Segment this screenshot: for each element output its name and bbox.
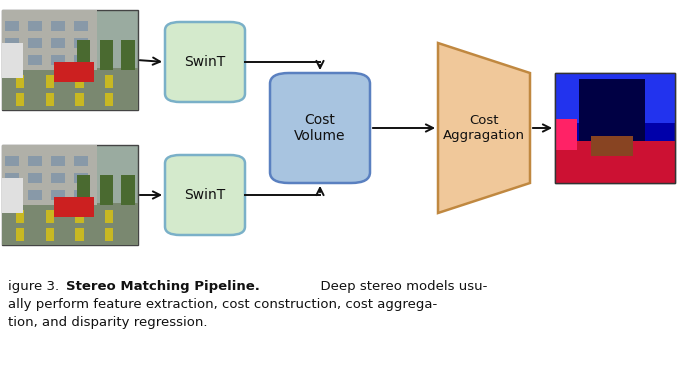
Text: Cost
Aggragation: Cost Aggragation: [443, 114, 525, 142]
FancyBboxPatch shape: [3, 145, 97, 205]
FancyBboxPatch shape: [75, 228, 83, 241]
FancyBboxPatch shape: [74, 55, 87, 65]
FancyBboxPatch shape: [28, 156, 41, 166]
FancyBboxPatch shape: [105, 210, 113, 223]
FancyBboxPatch shape: [28, 38, 41, 48]
FancyBboxPatch shape: [3, 203, 138, 245]
FancyBboxPatch shape: [28, 173, 41, 183]
FancyBboxPatch shape: [75, 75, 83, 88]
FancyBboxPatch shape: [28, 190, 41, 200]
FancyBboxPatch shape: [105, 93, 113, 106]
Polygon shape: [438, 43, 530, 213]
FancyBboxPatch shape: [5, 55, 19, 65]
FancyBboxPatch shape: [3, 43, 23, 78]
FancyBboxPatch shape: [3, 10, 97, 70]
FancyBboxPatch shape: [77, 175, 90, 205]
FancyBboxPatch shape: [105, 75, 113, 88]
FancyBboxPatch shape: [45, 93, 54, 106]
FancyBboxPatch shape: [100, 175, 113, 205]
FancyBboxPatch shape: [51, 38, 64, 48]
FancyBboxPatch shape: [121, 175, 135, 205]
FancyBboxPatch shape: [51, 190, 64, 200]
Text: igure 3.: igure 3.: [8, 280, 68, 293]
FancyBboxPatch shape: [74, 190, 87, 200]
FancyBboxPatch shape: [555, 119, 576, 150]
FancyBboxPatch shape: [74, 38, 87, 48]
FancyBboxPatch shape: [3, 145, 138, 245]
Text: tion, and disparity regression.: tion, and disparity regression.: [8, 316, 207, 329]
FancyBboxPatch shape: [555, 73, 675, 183]
FancyBboxPatch shape: [16, 93, 24, 106]
FancyBboxPatch shape: [77, 40, 90, 70]
FancyBboxPatch shape: [591, 136, 633, 155]
FancyBboxPatch shape: [105, 228, 113, 241]
FancyBboxPatch shape: [51, 21, 64, 31]
FancyBboxPatch shape: [5, 156, 19, 166]
FancyBboxPatch shape: [165, 155, 245, 235]
FancyBboxPatch shape: [5, 190, 19, 200]
FancyBboxPatch shape: [5, 21, 19, 31]
FancyBboxPatch shape: [3, 10, 138, 110]
FancyBboxPatch shape: [74, 156, 87, 166]
Text: SwinT: SwinT: [184, 55, 226, 69]
Text: Stereo Matching Pipeline.: Stereo Matching Pipeline.: [66, 280, 260, 293]
FancyBboxPatch shape: [75, 210, 83, 223]
FancyBboxPatch shape: [16, 210, 24, 223]
FancyBboxPatch shape: [16, 228, 24, 241]
FancyBboxPatch shape: [3, 178, 23, 213]
Text: Deep stereo models usu-: Deep stereo models usu-: [312, 280, 487, 293]
FancyBboxPatch shape: [270, 73, 370, 183]
FancyBboxPatch shape: [16, 75, 24, 88]
FancyBboxPatch shape: [121, 40, 135, 70]
FancyBboxPatch shape: [51, 55, 64, 65]
FancyBboxPatch shape: [45, 210, 54, 223]
FancyBboxPatch shape: [28, 21, 41, 31]
FancyBboxPatch shape: [51, 173, 64, 183]
Text: ally perform feature extraction, cost construction, cost aggrega-: ally perform feature extraction, cost co…: [8, 298, 437, 311]
FancyBboxPatch shape: [579, 78, 645, 144]
FancyBboxPatch shape: [74, 21, 87, 31]
FancyBboxPatch shape: [5, 173, 19, 183]
Text: Cost
Volume: Cost Volume: [294, 113, 346, 143]
FancyBboxPatch shape: [54, 62, 94, 82]
FancyBboxPatch shape: [165, 22, 245, 102]
FancyBboxPatch shape: [45, 75, 54, 88]
FancyBboxPatch shape: [3, 68, 138, 110]
FancyBboxPatch shape: [51, 156, 64, 166]
FancyBboxPatch shape: [28, 55, 41, 65]
FancyBboxPatch shape: [74, 173, 87, 183]
Text: SwinT: SwinT: [184, 188, 226, 202]
FancyBboxPatch shape: [54, 197, 94, 217]
FancyBboxPatch shape: [5, 38, 19, 48]
FancyBboxPatch shape: [555, 141, 675, 183]
FancyBboxPatch shape: [555, 73, 675, 123]
FancyBboxPatch shape: [100, 40, 113, 70]
FancyBboxPatch shape: [45, 228, 54, 241]
FancyBboxPatch shape: [75, 93, 83, 106]
